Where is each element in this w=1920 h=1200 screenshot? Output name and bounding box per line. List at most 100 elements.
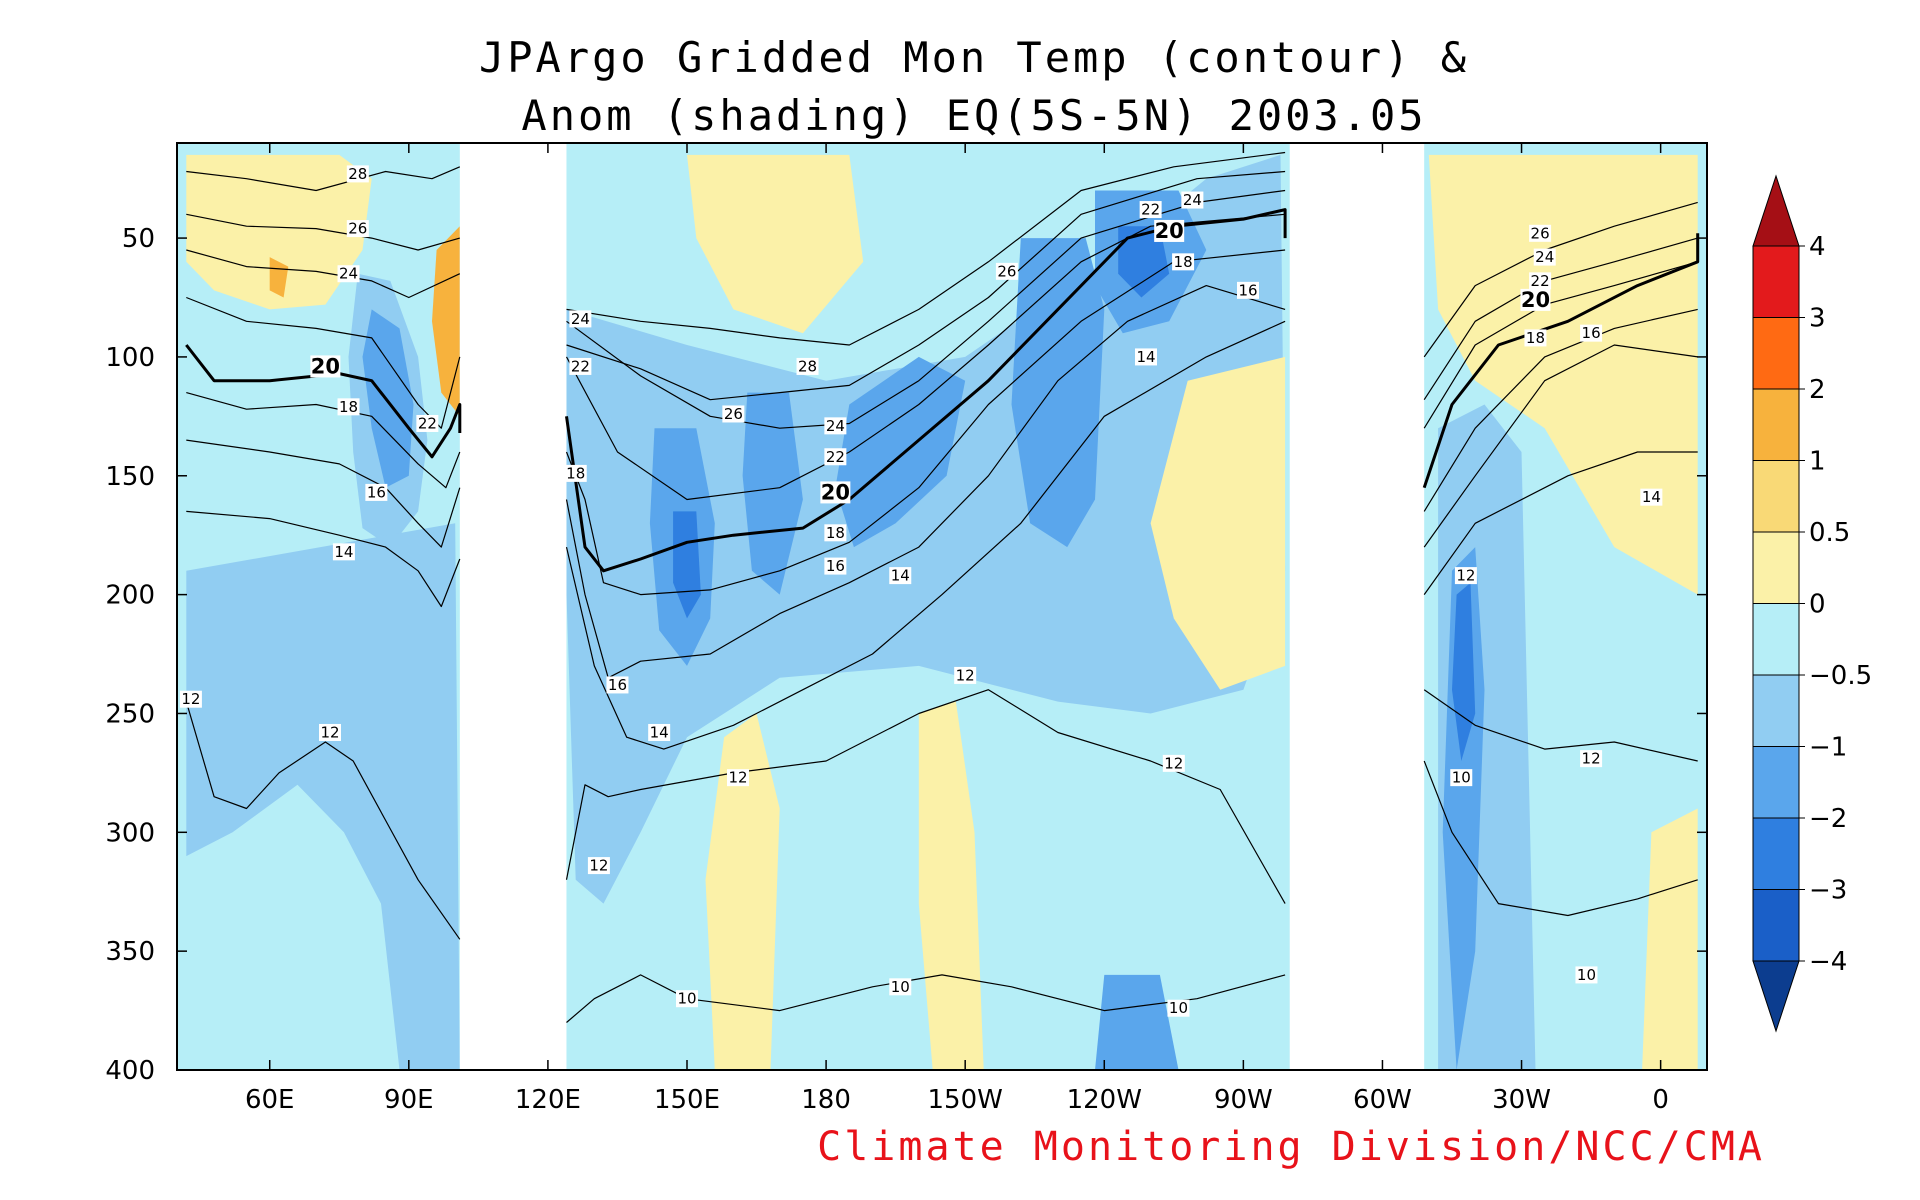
contour-label-24: 24 [824, 417, 847, 435]
contour-label-12: 12 [1162, 754, 1185, 772]
x-tick-label-60E: 60E [245, 1085, 295, 1115]
contour-label-bg [824, 524, 847, 542]
contour-10-seg-1 [566, 974, 1286, 1023]
contour-label-bg [1154, 219, 1185, 242]
contour-label-24: 24 [1181, 191, 1204, 209]
colorbar: 4 3 2 1 0.5 0 −0.5 −1 −2 −3 −4 [1752, 174, 1872, 1033]
contour-label-text: 22 [1141, 201, 1160, 219]
contour-label-22: 22 [416, 414, 439, 432]
colorbar-box-10 [1752, 889, 1800, 962]
colorbar-box-5 [1752, 531, 1800, 604]
contour-label-text: 16 [826, 557, 845, 575]
contour-label-text: 24 [1183, 191, 1202, 209]
contour-12-seg-1 [185, 701, 461, 940]
plot-frame [176, 142, 1708, 1071]
anomaly-region-io-cold-band [186, 523, 460, 1070]
y-tick-label-300: 300 [105, 818, 155, 848]
contour-label-text: 20 [1521, 288, 1550, 312]
contour-label-bg [1162, 754, 1185, 772]
anomaly-region-pac-cold-195 [835, 356, 966, 548]
contour-label-bg [676, 990, 698, 1008]
contour-label-text: 12 [1582, 750, 1601, 768]
anomaly-region-pac-cold-245w-core [1118, 226, 1170, 298]
contour-label-bg [1575, 966, 1598, 984]
anomaly-region-atl-warm-0 [1642, 808, 1698, 1070]
contour-labels: 2826242018221614121224221826282422201816… [179, 165, 1663, 1017]
contour-label-22: 22 [1529, 272, 1552, 290]
contour-label-text: 26 [724, 405, 743, 423]
contour-label-bg [1181, 191, 1204, 209]
contour-label-text: 26 [997, 262, 1016, 280]
contour-18-seg-1 [186, 392, 461, 489]
contour-label-bg [824, 417, 847, 435]
contour-label-text: 12 [589, 857, 608, 875]
contour-20-seg-3 [1422, 233, 1700, 489]
contour-label-text: 10 [1452, 769, 1471, 787]
contour-label-text: 12 [956, 666, 975, 684]
colorbar-box-7 [1752, 674, 1800, 747]
contour-label-24: 24 [569, 310, 592, 328]
contour-label-22: 22 [824, 448, 847, 466]
contour-22-seg-2 [565, 213, 1286, 501]
contour-label-bg [179, 690, 202, 708]
contour-label-text: 16 [608, 676, 627, 694]
chart-title-line-2: Anom (shading) EQ(5S-5N) 2003.05 [521, 91, 1426, 140]
contour-label-text: 18 [566, 464, 585, 482]
contour-16-seg-3 [1423, 344, 1698, 548]
anomaly-region-io-warm-top [186, 154, 372, 310]
contour-label-bg [889, 978, 912, 996]
contour-label-10: 10 [1450, 769, 1473, 787]
contour-label-bg [1172, 253, 1195, 271]
x-tick-label-150E: 150E [654, 1085, 720, 1115]
contour-label-text: 28 [798, 357, 817, 375]
contour-label-bg [1520, 288, 1551, 311]
contour-12-seg-3 [1423, 689, 1698, 762]
contour-10-seg-2 [1423, 760, 1698, 917]
x-tick-label-150W: 150W [928, 1085, 1003, 1115]
contour-label-bg [1167, 999, 1190, 1017]
colorbar-label-6: −0.5 [1809, 661, 1872, 691]
colorbar-label-2: 2 [1809, 375, 1826, 405]
contour-label-text: 26 [348, 220, 367, 238]
contour-label-10: 10 [1575, 966, 1598, 984]
contour-label-text: 14 [1642, 488, 1661, 506]
contour-label-16: 16 [1237, 281, 1259, 299]
contour-label-bg [1580, 324, 1603, 342]
contour-label-bg [587, 857, 610, 875]
contour-label-28: 28 [346, 165, 369, 183]
contour-label-20: 20 [820, 480, 851, 504]
y-tick-label-150: 150 [105, 462, 155, 492]
contour-20-seg-2 [565, 208, 1287, 573]
contour-label-bg [569, 357, 592, 375]
contour-label-bg [1454, 567, 1477, 585]
contour-label-24: 24 [337, 265, 360, 283]
contour-label-bg [337, 265, 360, 283]
colorbar-label-4: 0.5 [1809, 518, 1850, 548]
colorbar-label-10: −4 [1809, 947, 1847, 977]
land-gap-2 [1289, 143, 1425, 1070]
contour-label-bg [310, 355, 341, 378]
y-tick-label-200: 200 [105, 581, 155, 611]
colorbar-box-1 [1752, 245, 1800, 318]
contour-label-text: 24 [1535, 248, 1554, 266]
contour-14-seg-3 [1423, 451, 1698, 595]
plot-area: 2826242018221614121224221826282422201816… [177, 143, 1707, 1070]
contour-label-26: 26 [1529, 224, 1552, 242]
contour-label-text: 10 [1169, 999, 1188, 1017]
contour-label-16: 16 [365, 483, 388, 501]
x-tick-label-120E: 120E [515, 1085, 581, 1115]
contour-label-28: 28 [796, 357, 819, 375]
contour-label-text: 20 [821, 480, 850, 504]
contour-label-bg [648, 723, 671, 741]
anomaly-region-pac-cold-170e [742, 392, 803, 595]
contour-label-bg [606, 676, 629, 694]
contour-26-seg-1 [186, 213, 460, 251]
colorbar-bottom-arrow [1752, 960, 1800, 1033]
contour-label-text: 24 [826, 417, 845, 435]
contour-label-bg [346, 220, 369, 238]
contour-label-text: 14 [650, 723, 669, 741]
contour-label-bg [889, 567, 912, 585]
anomaly-region-io-warm-core [269, 257, 289, 298]
contour-label-text: 18 [1174, 253, 1193, 271]
contour-label-16: 16 [824, 557, 847, 575]
